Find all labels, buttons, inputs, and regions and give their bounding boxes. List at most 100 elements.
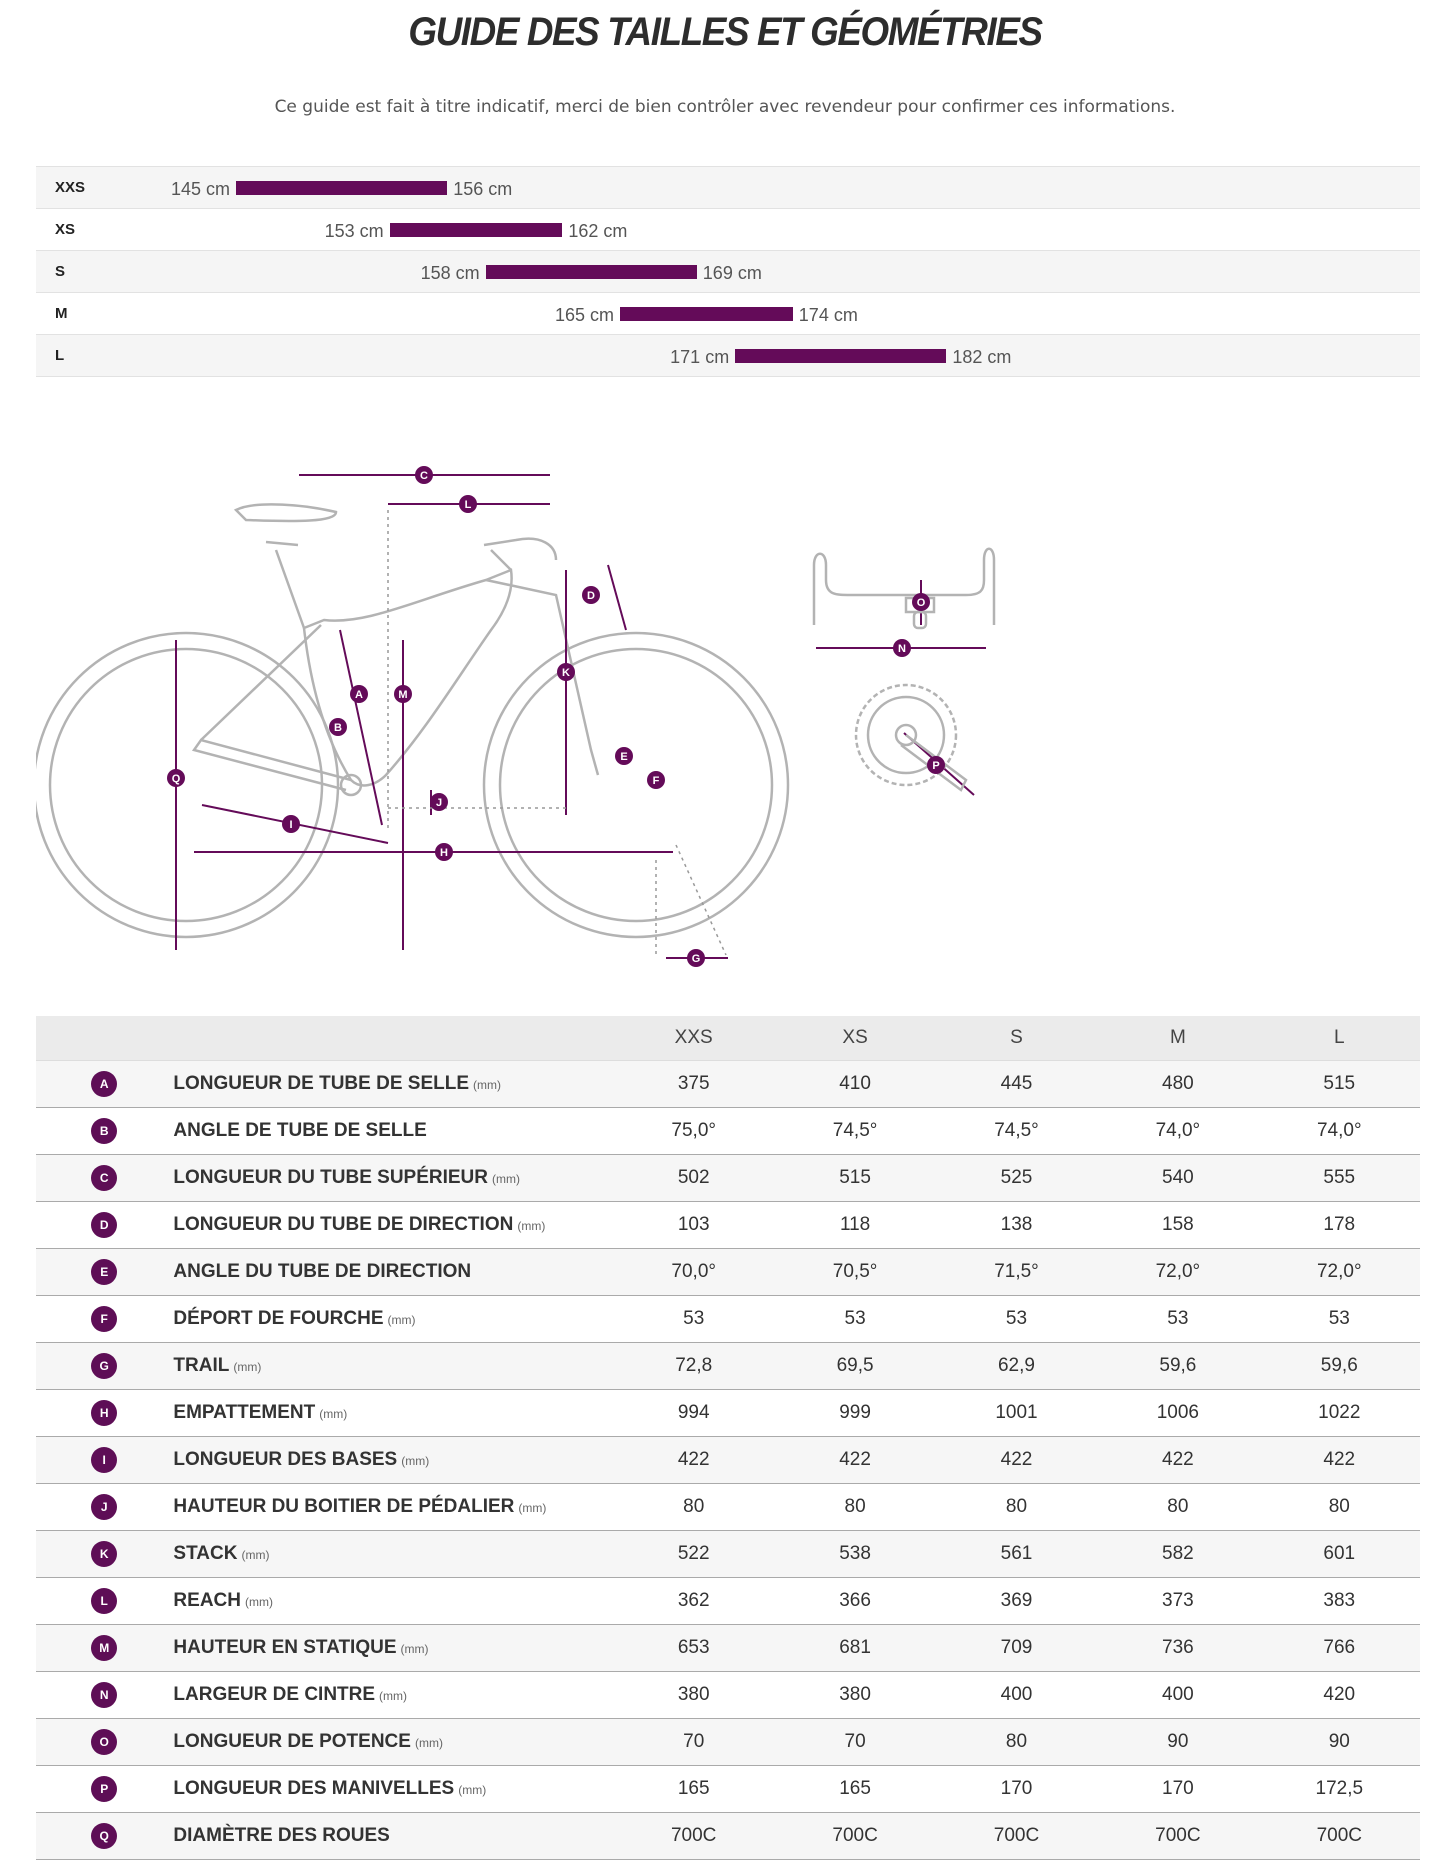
measure-unit: (mm) (473, 1078, 501, 1092)
measure-value: 380 (774, 1671, 936, 1719)
measure-unit: (mm) (458, 1783, 487, 1797)
table-row: H EMPATTEMENT (mm) 994 999 1001 1006 1022 (36, 1389, 1420, 1437)
measure-value: 994 (613, 1389, 775, 1437)
measure-name-cell: LARGEUR DE CINTRE (mm) (172, 1671, 613, 1719)
diagram-badge-label: K (562, 667, 570, 679)
measure-unit: (mm) (244, 1595, 273, 1609)
measure-value: 601 (1258, 1530, 1420, 1578)
measure-value: 422 (1258, 1436, 1420, 1484)
measure-value: 480 (1097, 1060, 1259, 1108)
diagram-badge-label: J (436, 797, 442, 809)
table-row: L REACH (mm) 362 366 369 373 383 (36, 1577, 1420, 1625)
badge-cell: I (36, 1436, 173, 1484)
size-label: XS (55, 221, 76, 238)
size-label: L (55, 347, 65, 364)
measure-value: 74,0° (1097, 1107, 1259, 1155)
measure-value: 700C (1097, 1812, 1259, 1860)
measure-value: 700C (774, 1812, 936, 1860)
measure-value: 59,6 (1097, 1342, 1259, 1390)
measure-name-cell: ANGLE DE TUBE DE SELLE (172, 1107, 613, 1155)
badge-cell: E (36, 1248, 173, 1296)
measure-name-cell: LONGUEUR DE POTENCE (mm) (172, 1718, 613, 1766)
diagram-badge-label: G (692, 953, 701, 965)
table-row: J HAUTEUR DU BOITIER DE PÉDALIER (mm) 80 80 8… (36, 1483, 1420, 1531)
measure-badge: J (91, 1494, 118, 1520)
diagram-badge-label: H (440, 847, 448, 859)
measure-unit: (mm) (233, 1360, 262, 1374)
header-badge-cell (36, 1016, 173, 1061)
measure-name-cell: LONGUEUR DE TUBE DE SELLE (mm) (172, 1060, 613, 1108)
measure-value: 59,6 (1258, 1342, 1420, 1390)
diagram-badge (415, 466, 433, 484)
badge-cell: L (36, 1577, 173, 1625)
measure-value: 700C (1258, 1812, 1420, 1860)
badge-cell: C (36, 1154, 173, 1202)
rear-wheel (36, 631, 340, 939)
measure-value: 538 (774, 1530, 936, 1578)
table-row: P LONGUEUR DES MANIVELLES (mm) 165 165 170 170… (36, 1765, 1420, 1813)
measure-value: 158 (1097, 1201, 1259, 1249)
measure-value: 999 (774, 1389, 936, 1437)
range-max-label: 156 cm (453, 179, 513, 199)
measure-name-cell: LONGUEUR DU TUBE SUPÉRIEUR (mm) (172, 1154, 613, 1202)
measure-name: DIAMÈTRE DES ROUES (173, 1825, 390, 1846)
column-header: XS (774, 1016, 936, 1061)
measure-value: 118 (774, 1201, 936, 1249)
measure-name: LONGUEUR DU TUBE DE DIRECTION (173, 1214, 514, 1235)
diagram-badge-label: Q (172, 773, 181, 785)
diagram-badge (282, 815, 300, 833)
measure-name: TRAIL (173, 1355, 230, 1376)
measure-value: 515 (1258, 1060, 1420, 1108)
front-wheel (482, 631, 790, 939)
measure-value: 74,0° (1258, 1107, 1420, 1155)
measure-unit: (mm) (387, 1313, 416, 1327)
measure-value: 1001 (935, 1389, 1098, 1437)
measure-name: ANGLE DE TUBE DE SELLE (173, 1120, 427, 1141)
diagram-badge-label: F (653, 775, 660, 787)
badge-cell: D (36, 1201, 173, 1249)
badge-cell: P (36, 1765, 173, 1813)
measure-value: 555 (1258, 1154, 1420, 1202)
measure-badge: C (91, 1165, 118, 1191)
measure-value: 138 (935, 1201, 1098, 1249)
chainring (854, 683, 958, 787)
measure-value: 80 (935, 1483, 1098, 1531)
measure-value: 70 (613, 1718, 775, 1766)
diagram-badge (927, 756, 945, 774)
diagram-badge-label: L (465, 499, 472, 511)
measure-badge: L (91, 1588, 118, 1614)
measure-value: 400 (935, 1671, 1098, 1719)
measure-unit: (mm) (241, 1548, 270, 1562)
size-row: M 165 cm 174 cm (36, 293, 1420, 335)
measure-name: LONGUEUR DES MANIVELLES (173, 1778, 455, 1799)
diagram-badge (557, 663, 575, 681)
measure-value: 383 (1258, 1577, 1420, 1625)
diagram-badge (329, 718, 347, 736)
diagram-badge-label: O (917, 597, 926, 609)
measure-value: 165 (613, 1765, 775, 1813)
measure-value: 62,9 (935, 1342, 1098, 1390)
diagram-badge (893, 639, 911, 657)
badge-cell: G (36, 1342, 173, 1390)
measure-name-cell: REACH (mm) (172, 1577, 613, 1625)
measure-value: 373 (1097, 1577, 1259, 1625)
measure-value: 80 (1258, 1483, 1420, 1531)
measure-value: 375 (613, 1060, 775, 1108)
range-min-label: 145 cm (170, 179, 230, 199)
measure-value: 170 (935, 1765, 1098, 1813)
handlebar (812, 547, 996, 625)
measure-value: 53 (774, 1295, 936, 1343)
geometry-table: XXS XS S M L A LONGUEUR DE TUBE DE SELLE (… (36, 1016, 1420, 1860)
measure-value: 400 (1097, 1671, 1259, 1719)
measure-name: LONGUEUR DE TUBE DE SELLE (173, 1073, 469, 1094)
measure-unit: (mm) (517, 1219, 546, 1233)
badge-cell: M (36, 1624, 173, 1672)
measure-value: 766 (1258, 1624, 1420, 1672)
measure-value: 80 (1097, 1483, 1259, 1531)
measure-name-cell: LONGUEUR DU TUBE DE DIRECTION (mm) (172, 1201, 613, 1249)
range-max-label: 174 cm (798, 305, 858, 325)
measure-badge: I (91, 1447, 118, 1473)
diagram-badge-label: I (289, 819, 292, 831)
measure-name: ANGLE DU TUBE DE DIRECTION (173, 1261, 472, 1282)
table-row: Q DIAMÈTRE DES ROUES 700C 700C 700C 700C 700C (36, 1812, 1420, 1860)
